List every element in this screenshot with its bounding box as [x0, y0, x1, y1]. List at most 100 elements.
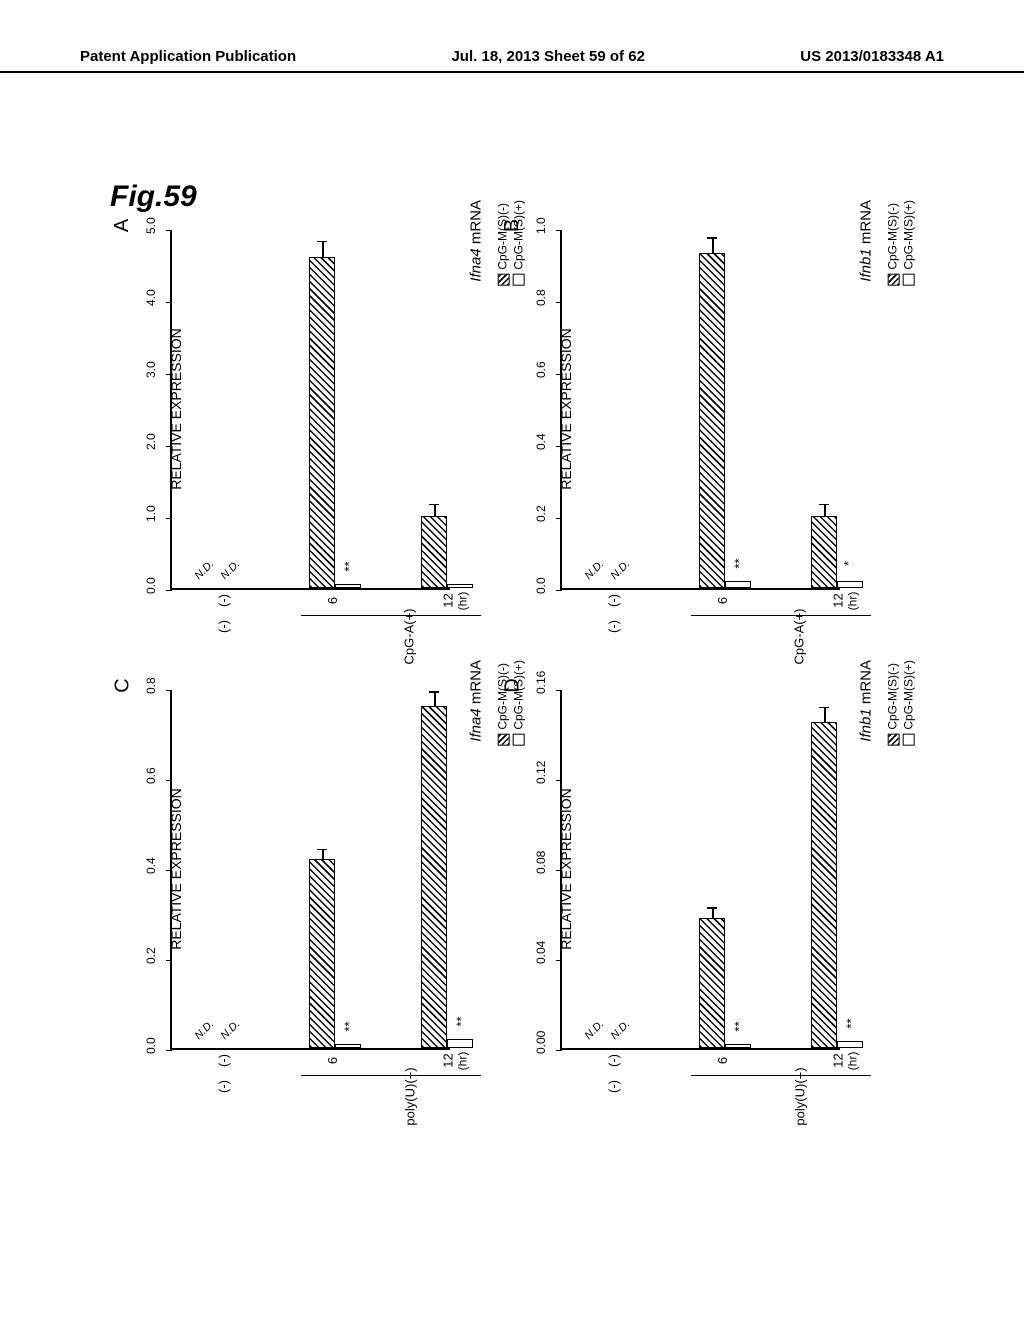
- y-tick: [556, 518, 562, 519]
- y-tick: [166, 302, 172, 303]
- y-tick-label: 0.4: [534, 433, 548, 450]
- nd-label: N.D.: [193, 1018, 217, 1042]
- nd-label: N.D.: [583, 558, 607, 582]
- error-cap: [317, 849, 327, 851]
- error-bar: [322, 850, 324, 859]
- x-group-label-stimulus: poly(U)(+): [793, 1067, 808, 1125]
- y-tick-label: 2.0: [144, 433, 158, 450]
- nd-label: N.D.: [583, 1018, 607, 1042]
- bar-blank: [725, 581, 751, 588]
- bar-hatched: [811, 516, 837, 588]
- panel-title: Ifnb1 mRNA: [858, 200, 875, 282]
- y-tick: [556, 960, 562, 961]
- y-tick: [166, 446, 172, 447]
- chart-area: RELATIVE EXPRESSION0.00.20.40.60.81.0N.D…: [560, 230, 840, 590]
- y-tick-label: 0.0: [534, 577, 548, 594]
- bar-blank: [725, 1044, 751, 1049]
- bar-hatched: [421, 516, 447, 588]
- y-tick-label: 0.0: [144, 577, 158, 594]
- y-tick: [556, 230, 562, 231]
- panel-d: DIfnb1 mRNACpG-M(S)(-)CpG-M(S)(+)RELATIV…: [520, 660, 880, 1090]
- error-bar: [322, 242, 324, 256]
- nd-label: N.D.: [609, 1018, 633, 1042]
- x-group-label-neg: (-): [606, 1080, 621, 1093]
- panels-container: AIfna4 mRNACpG-M(S)(-)CpG-M(S)(+)RELATIV…: [130, 200, 890, 1100]
- panel-title: Ifnb1 mRNA: [858, 660, 875, 742]
- error-bar: [712, 909, 714, 918]
- error-cap: [317, 241, 327, 243]
- y-tick-label: 0.2: [144, 947, 158, 964]
- legend: CpG-M(S)(-)CpG-M(S)(+): [886, 660, 917, 746]
- x-group-label-stimulus: CpG-A(+): [401, 609, 416, 665]
- significance-label: **: [454, 1016, 469, 1026]
- y-tick-label: 0.2: [534, 505, 548, 522]
- x-tick-label: (-): [216, 594, 231, 607]
- x-group-line: [301, 615, 481, 617]
- x-tick-label: (-): [216, 1054, 231, 1067]
- x-group-label-stimulus: CpG-A(+): [791, 609, 806, 665]
- significance-label: **: [342, 1021, 357, 1031]
- x-tick-label: 6: [325, 1057, 340, 1064]
- y-tick: [166, 780, 172, 781]
- x-tick-label: 12: [831, 1053, 846, 1067]
- nd-label: N.D.: [193, 558, 217, 582]
- y-tick-label: 0.6: [534, 361, 548, 378]
- y-tick: [166, 960, 172, 961]
- panel-letter: B: [501, 219, 524, 232]
- y-tick-label: 1.0: [144, 505, 158, 522]
- header-left: Patent Application Publication: [80, 48, 296, 65]
- legend-label-hatched: CpG-M(S)(-): [886, 663, 902, 730]
- panel-letter: C: [112, 678, 135, 692]
- bar-hatched: [699, 918, 725, 1049]
- significance-label: *: [841, 561, 856, 566]
- x-tick-label: (-): [606, 1054, 621, 1067]
- chart-area: RELATIVE EXPRESSION0.000.040.080.120.16N…: [560, 690, 840, 1050]
- y-tick-label: 3.0: [144, 361, 158, 378]
- bar-hatched: [699, 253, 725, 588]
- y-tick-label: 0.0: [144, 1037, 158, 1054]
- y-tick: [166, 374, 172, 375]
- y-tick-label: 0.16: [534, 671, 548, 694]
- legend-swatch-hatched: [888, 734, 900, 746]
- nd-label: N.D.: [219, 1018, 243, 1042]
- y-tick-label: 0.8: [534, 289, 548, 306]
- x-unit-label: (hr): [456, 1052, 470, 1071]
- panel-title: Ifna4 mRNA: [468, 660, 485, 742]
- panel-title: Ifna4 mRNA: [468, 200, 485, 282]
- error-bar: [824, 708, 826, 722]
- legend-label-blank: CpG-M(S)(+): [902, 660, 918, 730]
- x-tick-label: 6: [715, 597, 730, 604]
- bar-hatched: [309, 257, 335, 588]
- bar-blank: [447, 584, 473, 588]
- bar-blank: [335, 584, 361, 588]
- y-tick: [556, 590, 562, 591]
- significance-label: **: [844, 1019, 859, 1029]
- bar-hatched: [309, 859, 335, 1048]
- panel-b: BIfnb1 mRNACpG-M(S)(-)CpG-M(S)(+)RELATIV…: [520, 200, 880, 630]
- y-tick-label: 0.6: [144, 767, 158, 784]
- bar-blank: [335, 1044, 361, 1049]
- error-cap: [819, 504, 829, 506]
- y-tick: [166, 690, 172, 691]
- y-tick: [556, 446, 562, 447]
- y-tick: [166, 1050, 172, 1051]
- bar-blank: [447, 1039, 473, 1048]
- y-tick: [556, 302, 562, 303]
- chart-area: RELATIVE EXPRESSION0.00.20.40.60.8N.D.N.…: [170, 690, 450, 1050]
- y-tick-label: 0.04: [534, 941, 548, 964]
- x-group-label-neg: (-): [216, 1080, 231, 1093]
- x-unit-label: (hr): [456, 592, 470, 611]
- panel-letter: D: [502, 678, 525, 692]
- error-cap: [429, 504, 439, 506]
- nd-label: N.D.: [219, 558, 243, 582]
- y-tick: [166, 590, 172, 591]
- error-cap: [819, 707, 829, 709]
- error-cap: [429, 691, 439, 693]
- x-tick-label: 6: [715, 1057, 730, 1064]
- legend-label-hatched: CpG-M(S)(-): [886, 203, 902, 270]
- y-tick: [166, 230, 172, 231]
- legend-swatch-blank: [903, 734, 915, 746]
- y-tick-label: 0.08: [534, 851, 548, 874]
- legend-swatch-hatched: [498, 274, 510, 286]
- error-bar: [434, 505, 436, 516]
